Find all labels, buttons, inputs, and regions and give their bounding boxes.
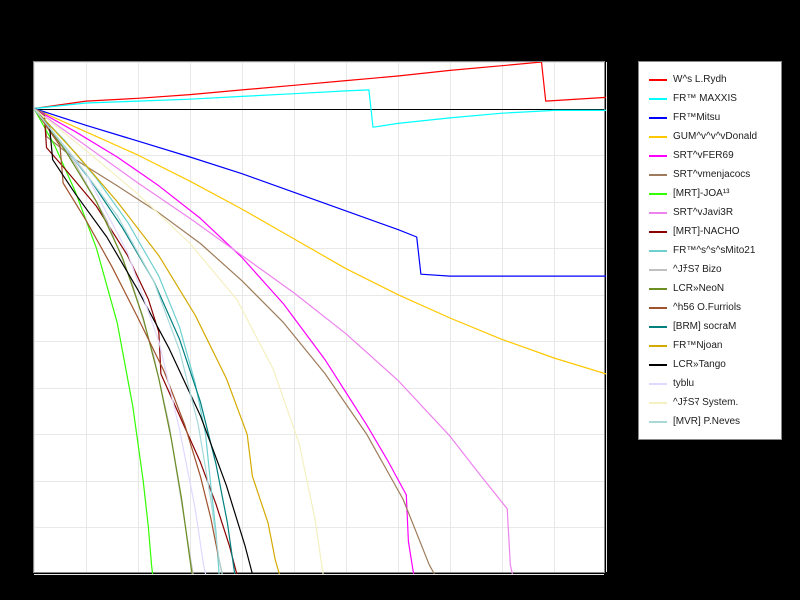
legend-item: SRT^vFER69 xyxy=(649,146,771,165)
legend-label: FR™Mitsu xyxy=(673,113,720,123)
legend-label: FR™Njoan xyxy=(673,341,722,351)
legend-label: LCR»Tango xyxy=(673,360,726,370)
legend-label: FR™^s^s^sMito21 xyxy=(673,246,755,256)
legend-item: LCR»NeoN xyxy=(649,279,771,298)
legend-swatch-icon xyxy=(649,345,667,347)
legend-item: [MVR] P.Neves xyxy=(649,412,771,431)
zero-axis-line xyxy=(34,109,604,110)
legend-label: [BRM] socraM xyxy=(673,322,736,332)
legend-item: ^JﾁSﾏ System. xyxy=(649,393,771,412)
legend-label: FR™ MAXXIS xyxy=(673,94,737,104)
legend-label: tyblu xyxy=(673,379,694,389)
series-line xyxy=(34,62,606,109)
legend-swatch-icon xyxy=(649,155,667,157)
legend-swatch-icon xyxy=(649,383,667,385)
legend-label: SRT^vJavi3R xyxy=(673,208,733,218)
legend-swatch-icon xyxy=(649,326,667,328)
legend-swatch-icon xyxy=(649,174,667,176)
legend-label: GUM^v^v^vDonald xyxy=(673,132,757,142)
series-layer xyxy=(34,62,606,574)
legend-swatch-icon xyxy=(649,402,667,404)
legend-label: ^h56 O.Furriols xyxy=(673,303,741,313)
legend-swatch-icon xyxy=(649,79,667,81)
legend-item: [BRM] socraM xyxy=(649,317,771,336)
legend-swatch-icon xyxy=(649,136,667,138)
legend-item: tyblu xyxy=(649,374,771,393)
legend-label: [MRT]-JOA¹³ xyxy=(673,189,729,199)
legend-swatch-icon xyxy=(649,117,667,119)
legend-item: SRT^vJavi3R xyxy=(649,203,771,222)
legend-swatch-icon xyxy=(649,98,667,100)
legend-item: [MRT]-JOA¹³ xyxy=(649,184,771,203)
chart-container: W^s L.Rydh FR™ MAXXIS FR™Mitsu GUM^v^v^vDon… xyxy=(0,0,800,600)
legend-label: [MRT]-NACHO xyxy=(673,227,739,237)
legend-swatch-icon xyxy=(649,269,667,271)
legend-item: LCR»Tango xyxy=(649,355,771,374)
legend-swatch-icon xyxy=(649,231,667,233)
legend-swatch-icon xyxy=(649,288,667,290)
legend-item: SRT^vmenjacocs xyxy=(649,165,771,184)
legend-label: [MVR] P.Neves xyxy=(673,417,740,427)
series-line xyxy=(34,109,606,374)
legend-item: FR™Njoan xyxy=(649,336,771,355)
legend-item: FR™^s^s^sMito21 xyxy=(649,241,771,260)
legend-label: ^JﾁSﾏ System. xyxy=(673,398,738,408)
plot-area xyxy=(33,61,605,573)
legend-swatch-icon xyxy=(649,193,667,195)
legend-label: SRT^vmenjacocs xyxy=(673,170,750,180)
legend-label: ^JﾁSﾏ Bizo xyxy=(673,265,722,275)
legend-swatch-icon xyxy=(649,307,667,309)
legend-item: GUM^v^v^vDonald xyxy=(649,127,771,146)
series-line xyxy=(34,109,606,277)
legend-swatch-icon xyxy=(649,421,667,423)
legend-swatch-icon xyxy=(649,212,667,214)
legend-swatch-icon xyxy=(649,364,667,366)
legend-item: FR™Mitsu xyxy=(649,108,771,127)
legend-item: [MRT]-NACHO xyxy=(649,222,771,241)
legend-swatch-icon xyxy=(649,250,667,252)
legend-label: SRT^vFER69 xyxy=(673,151,734,161)
legend-label: LCR»NeoN xyxy=(673,284,724,294)
legend-item: ^JﾁSﾏ Bizo xyxy=(649,260,771,279)
legend-box: W^s L.Rydh FR™ MAXXIS FR™Mitsu GUM^v^v^vDon… xyxy=(638,61,782,440)
legend-label: W^s L.Rydh xyxy=(673,75,727,85)
legend-item: FR™ MAXXIS xyxy=(649,89,771,108)
legend-item: ^h56 O.Furriols xyxy=(649,298,771,317)
legend-item: W^s L.Rydh xyxy=(649,70,771,89)
